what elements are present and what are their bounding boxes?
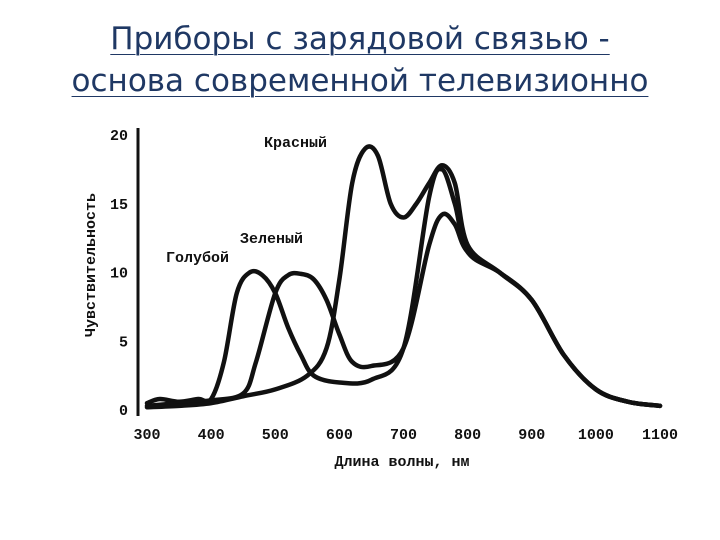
slide-title-line-1: Приборы с зарядовой связью - [110, 21, 610, 57]
x-tick-label: 800 [454, 427, 481, 444]
slide-title: Приборы с зарядовой связью - основа совр… [0, 18, 720, 102]
y-tick-label: 20 [110, 128, 128, 145]
x-tick-label: 600 [326, 427, 353, 444]
y-axis-label: Чувствительность [83, 193, 100, 337]
slide-title-line-2: основа современной телевизионно [71, 63, 649, 99]
y-tick-label: 0 [119, 403, 128, 420]
x-tick-label: 700 [390, 427, 417, 444]
series-line-1 [144, 166, 663, 409]
series-label-3: Красный [264, 135, 327, 152]
x-axis-label: Длина волны, нм [334, 454, 469, 471]
series-label-2: Зеленый [240, 231, 303, 248]
series-line-3 [144, 144, 663, 410]
y-tick-label: 5 [119, 334, 128, 351]
x-tick-label: 400 [198, 427, 225, 444]
y-tick-label: 15 [110, 197, 128, 214]
y-tick-label: 10 [110, 266, 128, 283]
series-label-1: Голубой [166, 250, 229, 267]
x-tick-label: 500 [262, 427, 289, 444]
x-tick-label: 1100 [642, 427, 678, 444]
x-tick-label: 1000 [578, 427, 614, 444]
x-tick-label: 300 [133, 427, 160, 444]
x-tick-label: 900 [518, 427, 545, 444]
